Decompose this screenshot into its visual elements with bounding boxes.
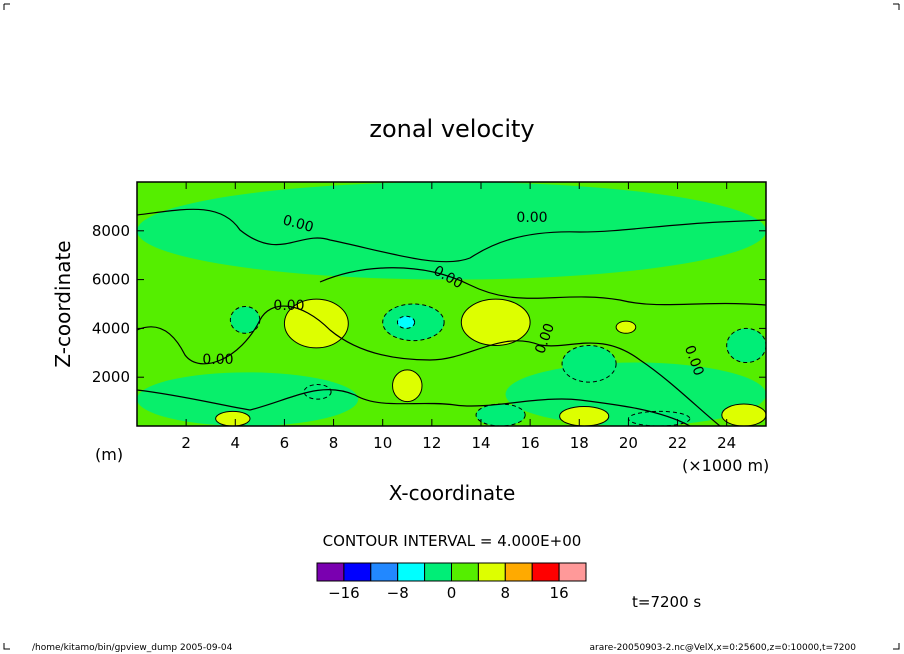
colorbar-tick-label: −16 [328,584,360,602]
x-tick-label: 22 [668,434,687,452]
footer-left: /home/kitamo/bin/gpview_dump 2005-09-04 [32,643,233,653]
contour-region [561,344,617,383]
footer-right: arare-20050903-2.nc@VelX,x=0:25600,z=0:1… [590,643,857,653]
colorbar-swatch [316,562,345,582]
contour-region [396,315,416,329]
colorbar-swatch [451,562,479,582]
colorbar-swatch [343,562,372,582]
contour-region-zero-band [137,372,359,426]
x-tick-label: 8 [329,434,339,452]
contour-label: 0.00 [273,298,304,314]
y-axis: 2000 4000 6000 8000 [92,222,766,386]
x-tick-label: 24 [717,434,736,452]
contour-fill-layer [137,182,766,426]
contour-region [627,410,691,426]
contour-labels: 0.00 0.000.000.000.000.000.00 [202,210,706,378]
x-axis: 2 4 6 8 10 12 14 16 18 20 22 24 [181,182,736,452]
y-axis-label: Z-coordinate [51,240,75,367]
contour-region [615,320,637,334]
contour-region [303,384,332,400]
contour-region [721,403,766,426]
contour-line-bottom [137,389,691,426]
x-tick-label: 18 [570,434,589,452]
colorbar-tick-label: 16 [550,584,569,602]
y-unit-label: (m) [95,445,123,464]
y-tick-label: 6000 [92,271,130,289]
contour-label: 0.00 [202,352,233,368]
y-tick-label: 4000 [92,319,130,337]
crop-mark-top-right [893,3,900,10]
chart-title: zonal velocity [369,115,534,143]
x-tick-label: 12 [422,434,441,452]
y-tick-label: 2000 [92,368,130,386]
contour-region [559,405,610,426]
colorbar-swatch [531,562,560,582]
colorbar-swatch [370,562,399,582]
contour-label: 0.00 [516,210,547,226]
contour-region [215,410,251,426]
time-label: t=7200 s [632,593,701,611]
x-tick-label: 2 [181,434,191,452]
contour-region-zero-band [137,182,766,280]
contour-region [460,298,531,346]
x-axis-label: X-coordinate [389,481,516,505]
contour-region [392,369,423,403]
x-tick-label: 14 [471,434,490,452]
plot-frame [136,181,767,427]
colorbar [316,562,587,582]
colorbar-swatch [558,562,587,582]
colorbar-tick-label: −8 [387,584,409,602]
crop-mark-bottom-right [893,643,900,650]
colorbar-tick-label: 0 [447,584,457,602]
x-tick-label: 4 [231,434,241,452]
crop-mark-bottom-left [3,643,10,650]
colorbar-tick-labels: −16 −8 0 8 16 [328,584,569,602]
crop-mark-top-left [3,3,10,10]
colorbar-tick-label: 8 [501,584,511,602]
colorbar-swatch [504,562,533,582]
contour-lines [137,208,766,426]
x-unit-label: (×1000 m) [682,456,769,475]
x-tick-label: 20 [619,434,638,452]
crop-marks [3,3,900,650]
y-tick-label: 8000 [92,222,130,240]
contour-region [726,327,766,364]
contour-interval-text: CONTOUR INTERVAL = 4.000E+00 [323,532,582,550]
colorbar-swatch [397,562,426,582]
contour-line-upper [137,208,766,263]
x-tick-label: 6 [280,434,290,452]
x-tick-label: 16 [521,434,540,452]
colorbar-swatch [477,562,506,582]
contour-line-middle [319,267,766,306]
colorbar-swatch [424,562,453,582]
contour-line-lower [137,305,721,426]
contour-label: 0.00 [281,212,315,236]
contour-region [475,403,526,426]
contour-region [283,298,349,349]
x-tick-label: 10 [373,434,392,452]
